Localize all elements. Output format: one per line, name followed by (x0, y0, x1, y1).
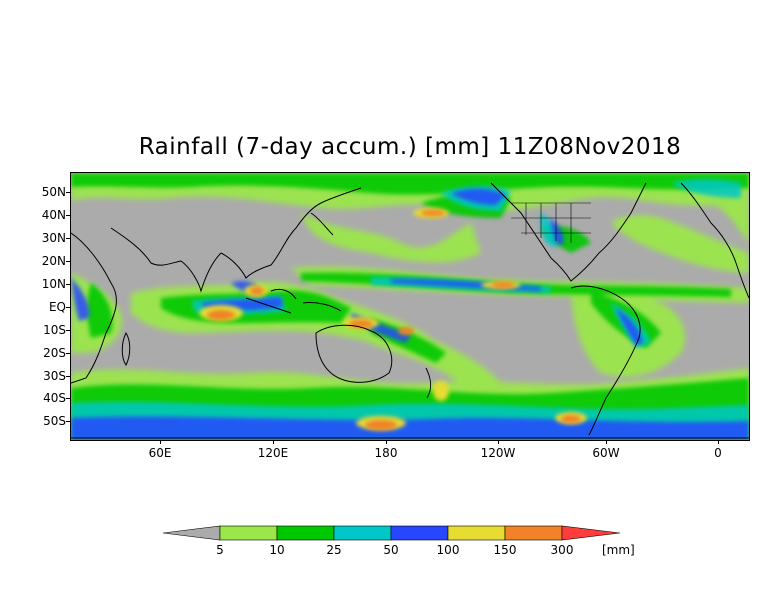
lat-tick (66, 238, 70, 239)
lat-tick (66, 192, 70, 193)
color-legend-bar (162, 525, 621, 541)
us-state-grid (511, 202, 591, 243)
color-legend: 5 10 25 50 100 150 300 [mm] (160, 522, 640, 562)
lat-label-40s: 40S (43, 391, 66, 405)
lon-label-120w: 120W (480, 446, 516, 460)
legend-swatch-100-150 (447, 525, 506, 541)
lat-label-20s: 20S (43, 346, 66, 360)
rainfall-map-canvas (71, 173, 749, 440)
legend-break-100: 100 (436, 543, 460, 557)
lon-tick (386, 440, 387, 444)
lat-label-eq: EQ (48, 300, 66, 314)
map-title: Rainfall (7-day accum.) [mm] 11Z08Nov201… (138, 134, 682, 160)
legend-unit: [mm] (602, 543, 635, 557)
lat-tick (66, 307, 70, 308)
lat-label-10n: 10N (41, 277, 66, 291)
lat-tick (66, 284, 70, 285)
legend-swatch-25-50 (333, 525, 392, 541)
legend-break-150: 150 (493, 543, 517, 557)
lon-label-0: 0 (714, 446, 722, 460)
legend-break-10: 10 (269, 543, 285, 557)
lon-tick (160, 440, 161, 444)
legend-above-triangle (561, 525, 621, 541)
lon-label-120e: 120E (257, 446, 289, 460)
legend-below-triangle (162, 525, 221, 541)
lat-tick (66, 215, 70, 216)
lat-label-30n: 30N (41, 231, 66, 245)
legend-break-25: 25 (326, 543, 342, 557)
lat-label-50n: 50N (41, 185, 66, 199)
lat-label-20n: 20N (41, 254, 66, 268)
lat-label-40n: 40N (41, 208, 66, 222)
legend-break-50: 50 (383, 543, 399, 557)
legend-swatch-50-100 (390, 525, 449, 541)
lat-tick (66, 376, 70, 377)
lat-tick (66, 261, 70, 262)
lon-tick (498, 440, 499, 444)
lon-tick (273, 440, 274, 444)
legend-swatch-150-300 (504, 525, 563, 541)
lon-tick (718, 440, 719, 444)
rainfall-map (70, 172, 750, 441)
lon-label-180: 180 (374, 446, 398, 460)
lat-label-10s: 10S (43, 323, 66, 337)
lon-tick (606, 440, 607, 444)
lon-label-60w: 60W (592, 446, 620, 460)
legend-swatch-5-10 (219, 525, 278, 541)
lat-tick (66, 330, 70, 331)
legend-break-5: 5 (216, 543, 224, 557)
lat-label-50s: 50S (43, 414, 66, 428)
lon-label-60e: 60E (148, 446, 172, 460)
lat-label-30s: 30S (43, 369, 66, 383)
lat-tick (66, 421, 70, 422)
legend-break-300: 300 (550, 543, 574, 557)
lat-tick (66, 398, 70, 399)
lat-tick (66, 353, 70, 354)
legend-swatch-10-25 (276, 525, 335, 541)
coastlines (71, 182, 749, 439)
